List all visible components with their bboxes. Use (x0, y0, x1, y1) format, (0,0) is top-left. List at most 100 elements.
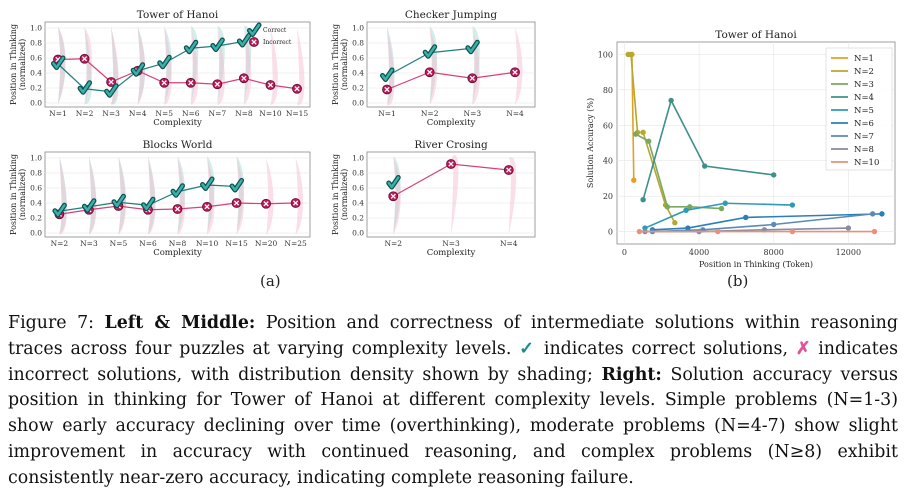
density-shade-correct (207, 156, 215, 234)
y-axis-label: Position in Thinking(normalized) (9, 24, 27, 105)
plot-frame (44, 21, 311, 108)
density-shade-incorrect (387, 28, 395, 106)
incorrect-marker (204, 204, 210, 210)
legend-label-correct: Correct (263, 27, 287, 34)
density-shade-incorrect (59, 158, 67, 235)
y-tick-label: 0.8 (30, 39, 42, 48)
y-tick-label: 0.2 (30, 214, 42, 223)
x-axis-label: Position in Thinking (Token) (699, 260, 813, 269)
y-axis-label-line: (normalized) (18, 169, 27, 221)
caption-right-label: Right: (601, 364, 662, 385)
data-point (871, 228, 878, 235)
caption-text-1: Position and correctness of intermediate… (8, 313, 898, 359)
chart-panel-accuracy: 0 20 40 60 80 100 0 4000 8000 12000 Tower of Hanoi… (586, 29, 896, 269)
caption-text-3: indicates incorrect solutions, with dist… (8, 338, 898, 385)
correct-marker (105, 84, 118, 97)
y-tick-label: 1.0 (30, 24, 42, 33)
chart-title: Checker Jumping (405, 9, 498, 21)
x-tick-label: N=3 (80, 239, 98, 248)
legend-label: N=1 (854, 54, 874, 64)
x-tick-label: N=6 (139, 239, 157, 248)
incorrect-marker (161, 80, 167, 86)
x-tick-label: N=10 (259, 109, 282, 118)
correct-marker (211, 38, 224, 51)
data-point (789, 228, 796, 235)
y-tick-label: 1.0 (30, 154, 42, 163)
data-point (685, 225, 691, 231)
x-tick-label: N=2 (51, 239, 69, 248)
legend-label: N=4 (854, 93, 874, 103)
incorrect-marker (390, 193, 396, 199)
data-point (687, 204, 693, 210)
legend-label: N=7 (854, 132, 874, 142)
caption-left-middle-label: Left & Middle: (104, 313, 256, 333)
correct-marker (230, 179, 243, 192)
correct-marker (112, 195, 125, 207)
correct-marker (158, 56, 171, 68)
y-tick-label: 0.6 (352, 54, 364, 63)
y-tick-label: 0.2 (30, 84, 42, 93)
correct-marker (131, 63, 144, 76)
legend-cross-icon (251, 39, 257, 45)
incorrect-marker (384, 86, 390, 93)
y-tick-label: 20 (603, 192, 613, 201)
check-icon: ✓ (519, 338, 537, 359)
incorrect-marker (174, 206, 181, 212)
y-axis-label: Solution Accuracy (%) (586, 98, 595, 188)
series-line (642, 98, 774, 200)
x-tick-label: N=5 (110, 239, 128, 248)
y-tick-label: 0.6 (30, 184, 42, 193)
chart-panel-3: 0.0 0.2 0.4 0.6 0.8 1.0 N=2 N=3 N=5 N=6 N=8 N=10 N=1… (9, 139, 311, 258)
x-axis-label: Complexity (153, 248, 202, 258)
x-tick-label: N=5 (155, 109, 173, 118)
density-shade-incorrect (508, 156, 517, 235)
correct-marker (83, 199, 96, 212)
x-tick-label: N=3 (442, 239, 460, 248)
y-tick-label: 1.0 (352, 24, 364, 33)
y-tick-label: 0.0 (30, 99, 42, 108)
density-shade-correct (243, 25, 252, 105)
y-tick-label: 0.8 (30, 169, 42, 178)
series-n-4 (640, 97, 777, 203)
incorrect-marker (108, 79, 114, 85)
data-point (683, 207, 689, 214)
correct-marker (238, 34, 251, 47)
chart-title: Tower of Hanoi (715, 29, 797, 41)
density-shade-incorrect (164, 28, 172, 105)
x-tick-label: 4000 (689, 248, 709, 257)
x-tick-label: 8000 (764, 248, 784, 257)
correct-marker (142, 198, 155, 210)
y-tick-label: 0.0 (352, 99, 364, 108)
density-shade-incorrect (243, 28, 252, 105)
incorrect-marker (233, 200, 240, 206)
density-shade-incorrect (147, 158, 156, 235)
y-tick-label: 1.0 (352, 154, 364, 163)
y-tick-label: 0.8 (352, 169, 364, 178)
incorrect-marker (506, 167, 512, 173)
data-point (718, 205, 725, 212)
incorrect-marker (81, 56, 88, 62)
y-tick-label: 80 (603, 86, 613, 95)
data-point (869, 211, 876, 217)
density-shade-incorrect (207, 158, 215, 235)
y-axis-label-line: (normalized) (18, 39, 27, 91)
x-tick-label: N=2 (76, 109, 94, 118)
legend-label: N=2 (854, 67, 874, 77)
density-shade-correct (387, 26, 395, 104)
y-tick-label: 0.0 (352, 229, 364, 238)
y-axis-label-line: Position in Thinking (331, 24, 340, 105)
correct-marker (466, 41, 479, 53)
data-point (632, 131, 639, 137)
correct-marker (201, 177, 214, 190)
series-line-incorrect (386, 71, 516, 91)
correct-marker (171, 184, 184, 197)
x-axis-label: Complexity (427, 118, 476, 128)
x-tick-label: N=4 (129, 109, 147, 118)
cross-icon: ✗ (795, 338, 811, 359)
y-axis-label-line: (normalized) (340, 169, 349, 221)
data-point (771, 221, 777, 228)
density-shade-incorrect (236, 158, 245, 235)
panel-label-a: (a) (260, 272, 281, 290)
density-shade-correct (147, 156, 156, 234)
legend-label: N=3 (854, 80, 874, 90)
